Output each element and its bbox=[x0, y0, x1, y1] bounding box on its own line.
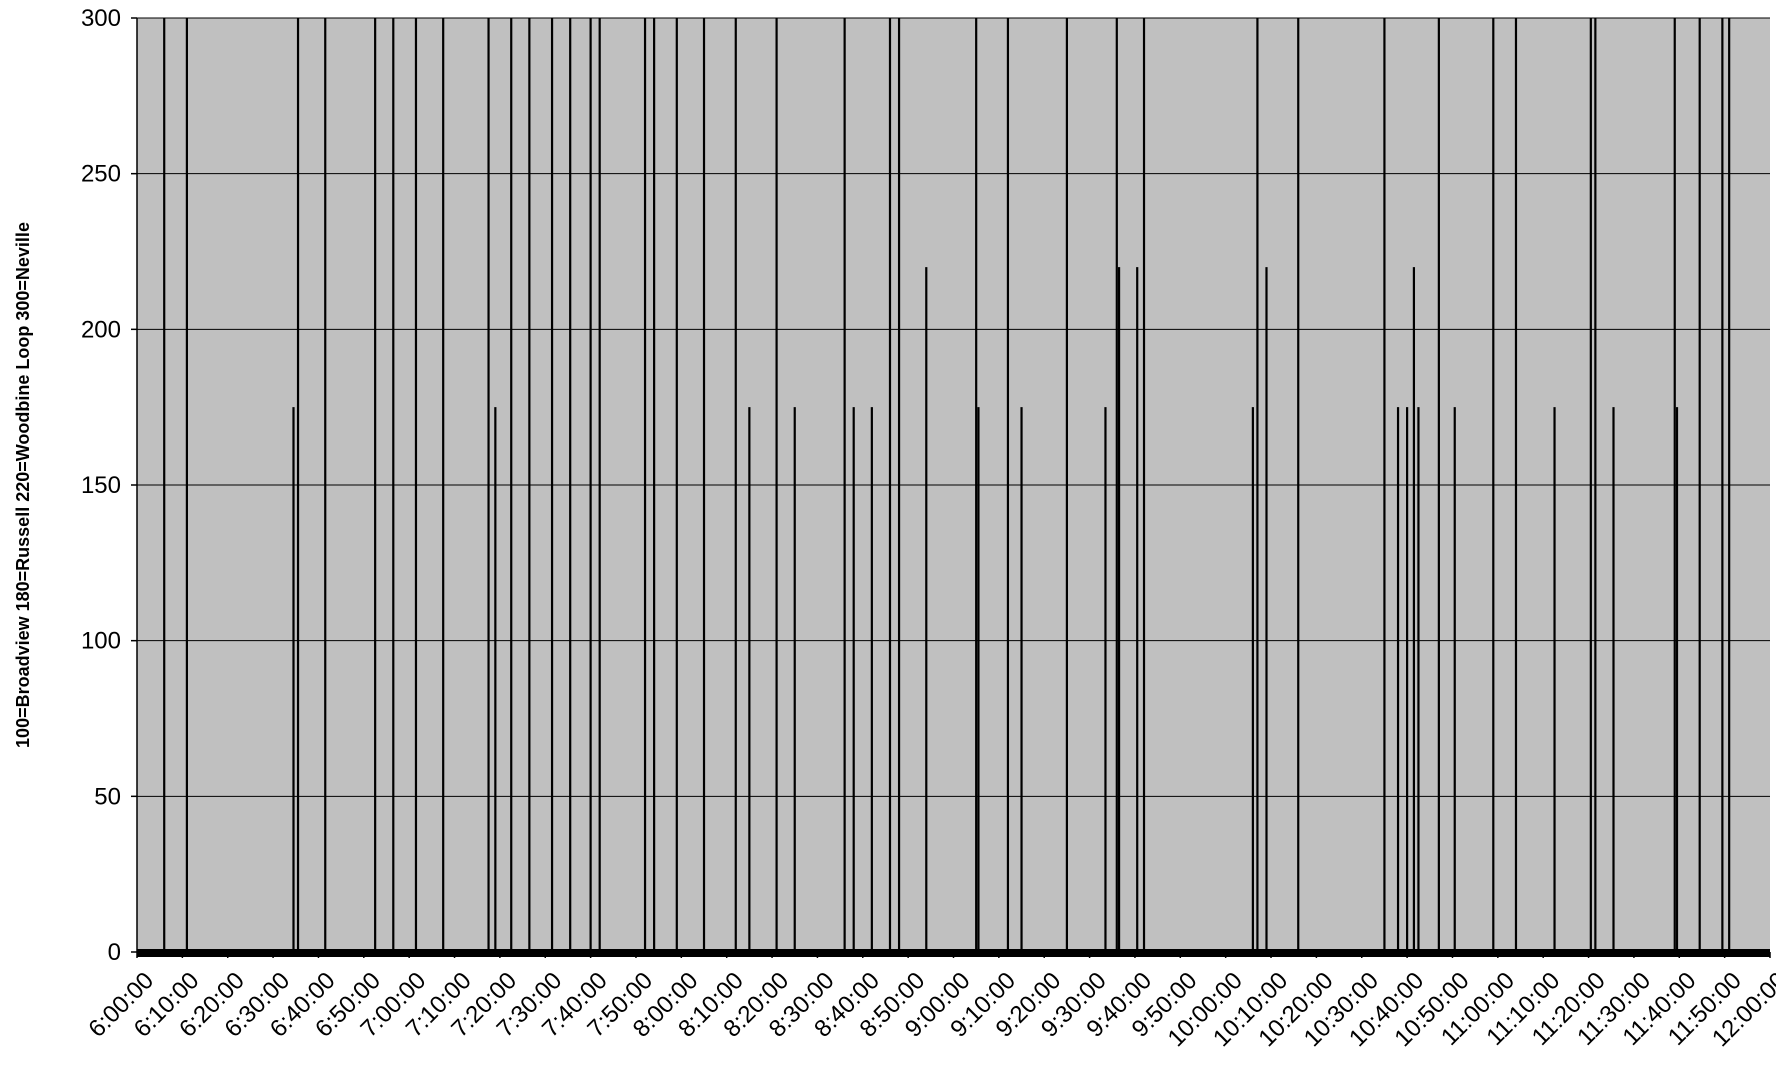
bars-group bbox=[163, 18, 1731, 952]
y-tick-label: 150 bbox=[81, 472, 121, 499]
y-tick-label: 200 bbox=[81, 316, 121, 343]
x-tick-labels: 6:00:006:10:006:20:006:30:006:40:006:50:… bbox=[83, 952, 1776, 1052]
y-tick-label: 100 bbox=[81, 628, 121, 655]
y-tick-label: 50 bbox=[94, 783, 121, 810]
y-axis-label: 100=Broadview 180=Russell 220=Woodbine L… bbox=[13, 222, 33, 748]
y-tick-labels: 0 50 100 150 200 250 300 bbox=[81, 5, 137, 966]
y-tick-label: 0 bbox=[108, 939, 121, 966]
gridlines bbox=[137, 17, 1770, 797]
y-tick-label: 250 bbox=[81, 161, 121, 188]
y-tick-label: 300 bbox=[81, 5, 121, 32]
